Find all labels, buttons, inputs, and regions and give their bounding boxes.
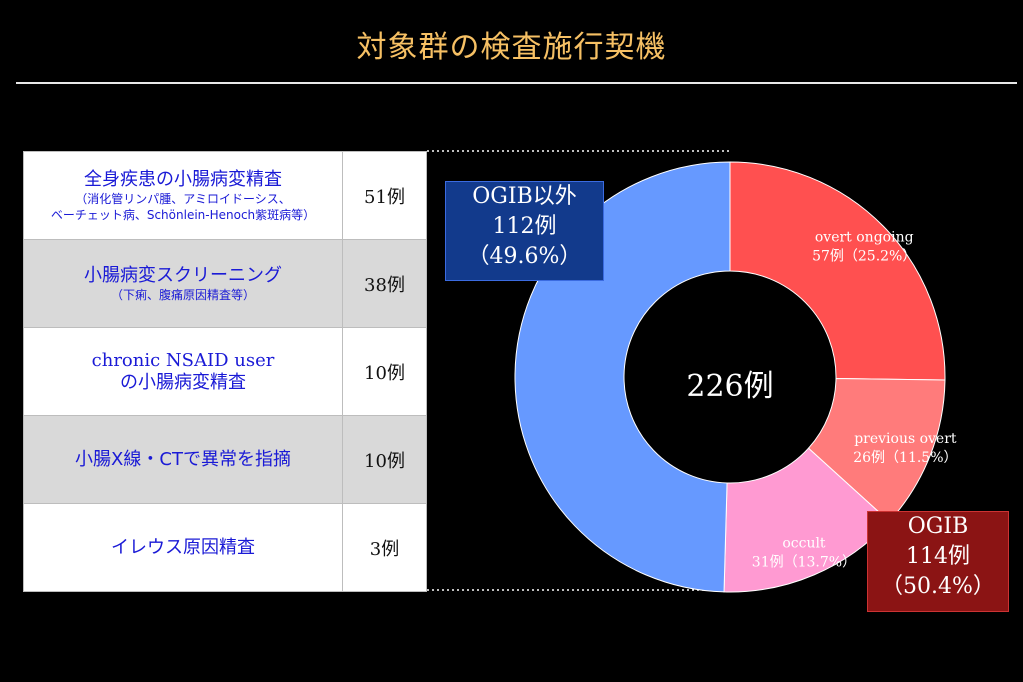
condition-cell: chronic NSAID user の小腸病変精査 [23,327,343,416]
condition-sub: ベーチェット病、Schönlein-Henoch紫斑病等） [50,207,316,222]
table-row: 全身疾患の小腸病変精査 （消化管リンパ腫、アミロイドーシス、 ベーチェット病、S… [23,151,427,240]
condition-cell: 小腸X線・CTで異常を指摘 [23,415,343,504]
condition-cell: イレウス原因精査 [23,503,343,592]
condition-main: 全身疾患の小腸病変精査 [84,168,282,190]
non-ogib-title: OGIB以外 [472,184,577,209]
slice-value-label: 31例（13.7%） [752,554,856,570]
condition-main: 小腸X線・CTで異常を指摘 [75,448,291,470]
title-divider [16,82,1017,84]
condition-main: 小腸病変スクリーニング [84,264,282,286]
condition-main: イレウス原因精査 [111,536,255,558]
count-cell: 51例 [342,151,427,240]
count-cell: 38例 [342,239,427,328]
slice-value-label: 26例（11.5%） [853,450,957,466]
table-row: イレウス原因精査 3例 [23,503,427,592]
ogib-percent: （50.4%） [881,574,995,599]
condition-sub: （消化管リンパ腫、アミロイドーシス、 [75,191,291,206]
page-title: 対象群の検査施行契機 [356,30,667,65]
slice-label: overt ongoing [815,230,914,246]
total-count-label: 226例 [686,369,774,404]
ogib-group-box: OGIB 114例 （50.4%） [867,511,1009,612]
table-row: chronic NSAID user の小腸病変精査 10例 [23,327,427,416]
condition-sub: （下痢、腹痛原因精査等） [110,287,255,302]
condition-main-line2: の小腸病変精査 [120,371,246,393]
slice-overt-ongoing [729,161,946,381]
condition-main: chronic NSAID user [91,349,275,371]
table-row: 小腸X線・CTで異常を指摘 10例 [23,415,427,504]
slice-occult [723,447,890,593]
slice-label: occult [782,535,826,551]
condition-cell: 全身疾患の小腸病変精査 （消化管リンパ腫、アミロイドーシス、 ベーチェット病、S… [23,151,343,240]
count-cell: 3例 [342,503,427,592]
condition-cell: 小腸病変スクリーニング （下痢、腹痛原因精査等） [23,239,343,328]
table-row: 小腸病変スクリーニング （下痢、腹痛原因精査等） 38例 [23,239,427,328]
non-ogib-percent: （49.6%） [467,244,582,269]
ogib-title: OGIB [907,514,969,539]
non-ogib-count: 112例 [492,214,557,239]
slice-value-label: 57例（25.2%） [812,249,916,265]
trigger-table: 全身疾患の小腸病変精査 （消化管リンパ腫、アミロイドーシス、 ベーチェット病、S… [23,151,427,592]
count-cell: 10例 [342,327,427,416]
non-ogib-group-box: OGIB以外 112例 （49.6%） [445,181,604,281]
ogib-count: 114例 [906,544,970,569]
slice-label: previous overt [854,431,957,447]
